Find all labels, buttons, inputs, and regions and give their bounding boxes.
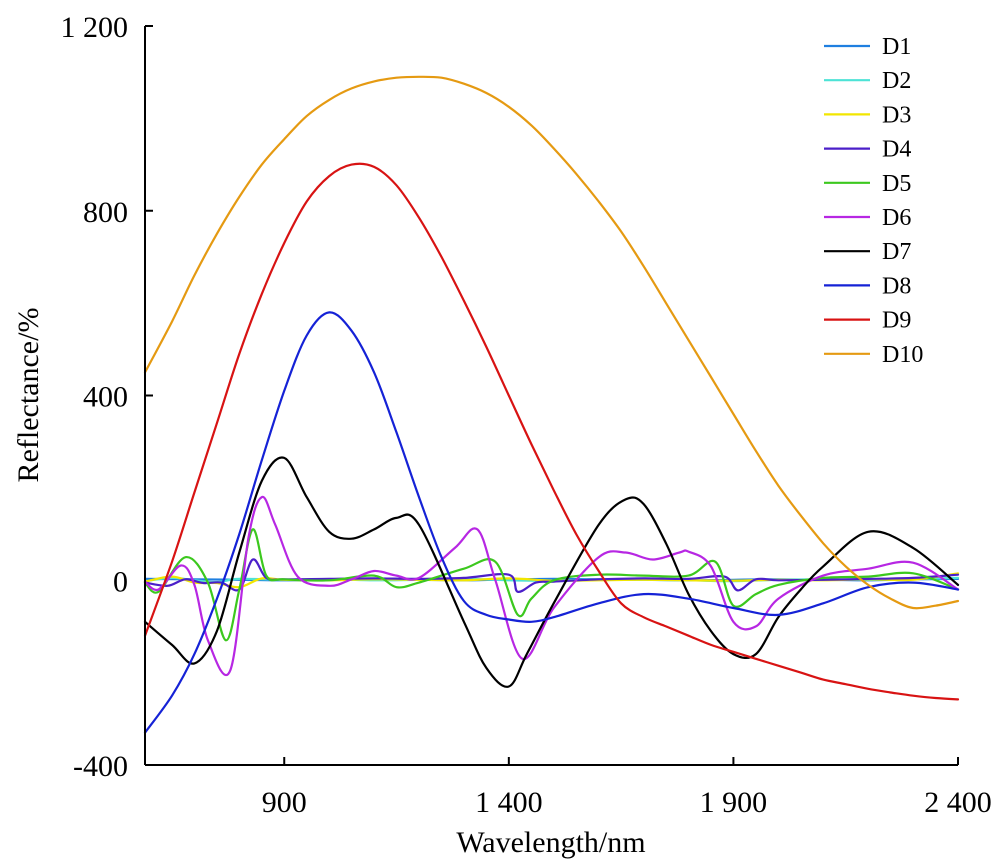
legend-label-d6: D6 [882, 205, 911, 231]
x-tick-label: 900 [262, 786, 307, 819]
series-line-d8 [143, 311, 960, 734]
series-line-d7 [143, 456, 960, 688]
legend-label-d5: D5 [882, 171, 911, 197]
series-line-d9 [143, 162, 960, 701]
ticks: 900 1 400 1 900 2 400 -400 400 800 1 200 0 [61, 11, 992, 819]
legend-label-d8: D8 [882, 273, 911, 299]
legend-label-d10: D10 [882, 342, 923, 368]
series-line-d10 [143, 75, 960, 610]
x-axis-title: Wavelength/nm [456, 826, 645, 859]
axes [144, 26, 958, 766]
series-line-d5 [143, 528, 960, 642]
series-line-d6 [143, 495, 960, 677]
series-layer [143, 75, 960, 734]
legend: D1 D2 D3 D4 D5 D6 D7 D8 D9 D10 [824, 34, 923, 368]
legend-label-d2: D2 [882, 68, 911, 94]
x-tick-label: 2 400 [924, 786, 992, 819]
y-tick-label: 1 200 [61, 11, 129, 44]
y-axis-title: Reflectance/% [12, 308, 45, 483]
x-tick-label: 1 400 [475, 786, 543, 819]
legend-label-d4: D4 [882, 137, 911, 163]
y-tick-label: 400 [83, 381, 128, 414]
y-tick-label-zero: 0 [113, 565, 128, 598]
y-tick-label: 800 [83, 196, 128, 229]
legend-label-d1: D1 [882, 34, 911, 60]
legend-label-d9: D9 [882, 308, 911, 334]
x-tick-label: 1 900 [700, 786, 768, 819]
legend-label-d3: D3 [882, 102, 911, 128]
legend-label-d7: D7 [882, 239, 911, 265]
y-tick-label: -400 [73, 750, 128, 783]
